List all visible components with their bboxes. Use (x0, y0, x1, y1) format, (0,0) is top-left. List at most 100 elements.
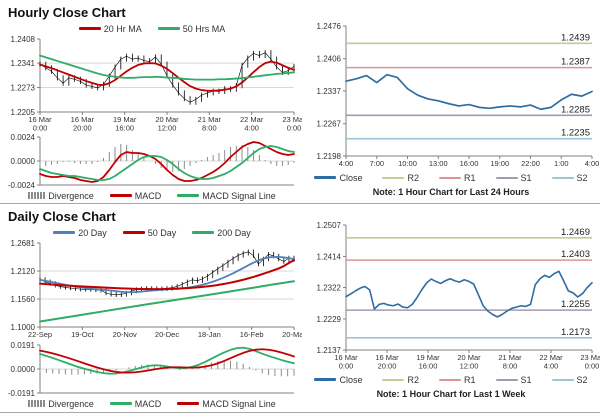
svg-text:19:00: 19:00 (490, 159, 509, 168)
legend-item: 50 Day (122, 228, 176, 238)
line-swatch (551, 378, 574, 381)
svg-text:0.0000: 0.0000 (11, 157, 36, 166)
svg-text:4:00: 4:00 (585, 159, 600, 168)
line-swatch (495, 378, 518, 381)
legend-item: 20 Hr MA (78, 23, 142, 34)
line-swatch (122, 231, 145, 234)
svg-text:1:00: 1:00 (554, 159, 569, 168)
hourly-sr-note: Note: 1 Hour Chart for Last 24 Hours (372, 187, 530, 197)
hourly-ma-legend: 20 Hr MA 50 Hrs MA (2, 22, 302, 35)
legend-item: R2 (382, 375, 419, 385)
svg-text:7:00: 7:00 (369, 159, 384, 168)
top-row: Hourly Close Chart 20 Hr MA 50 Hrs MA 1.2… (0, 0, 600, 204)
line-swatch (177, 194, 200, 197)
svg-text:1.2408: 1.2408 (11, 35, 36, 44)
svg-text:1.2285: 1.2285 (561, 104, 590, 115)
svg-text:1.2476: 1.2476 (317, 22, 342, 31)
svg-text:-0.0024: -0.0024 (8, 181, 36, 189)
legend-label: 50 Hrs MA (182, 23, 226, 34)
legend-label: 20 Day (78, 227, 107, 238)
legend-label: R1 (463, 172, 476, 183)
legend-label: Divergence (48, 190, 94, 201)
svg-text:1.2322: 1.2322 (317, 284, 342, 293)
svg-text:1.2137: 1.2137 (317, 346, 342, 355)
svg-text:16-Feb: 16-Feb (240, 330, 264, 339)
line-swatch (109, 402, 132, 405)
legend-label: S1 (520, 374, 532, 385)
line-swatch (314, 176, 337, 179)
legend-item: R2 (382, 173, 419, 183)
legend-item: 20 Day (53, 228, 107, 238)
divergence-bars-swatch (28, 400, 46, 407)
legend-label: MACD Signal Line (202, 398, 276, 409)
svg-text:1.2507: 1.2507 (317, 221, 342, 230)
line-swatch (495, 176, 518, 179)
hourly-macd-chart: 0.0024 0.0000 -0.0024 (8, 133, 295, 189)
line-swatch (177, 402, 200, 405)
legend-label: R1 (463, 374, 476, 385)
line-swatch (78, 27, 101, 30)
legend-item: R1 (438, 172, 476, 183)
svg-text:1.2406: 1.2406 (317, 55, 342, 64)
svg-text:22:00: 22:00 (521, 159, 540, 168)
svg-text:1.2173: 1.2173 (561, 327, 590, 338)
svg-text:10:00: 10:00 (398, 159, 417, 168)
legend-label: Divergence (48, 398, 94, 409)
svg-text:4:00: 4:00 (339, 159, 354, 168)
svg-text:20-Nov: 20-Nov (113, 330, 137, 339)
legend-item: 200 Day (192, 228, 251, 238)
hourly-sr-panel: 1.2476 1.2406 1.2337 1.2267 1.2198 4:00 7:00 10… (302, 0, 600, 203)
svg-text:0.0000: 0.0000 (11, 365, 36, 374)
svg-text:1.2681: 1.2681 (11, 239, 36, 248)
svg-text:-0.0191: -0.0191 (8, 389, 36, 397)
legend-item: MACD Signal Line (177, 191, 276, 201)
svg-text:1.2273: 1.2273 (11, 84, 36, 93)
svg-text:19-Oct: 19-Oct (71, 330, 94, 339)
daily-close-panel: Daily Close Chart 20 Day 50 Day 200 Day 1.… (0, 204, 302, 412)
weekly-sr-panel: 1.2507 1.2414 1.2322 1.2229 1.2137 16 Mar 0:00… (302, 204, 600, 412)
svg-text:1.2469: 1.2469 (561, 227, 590, 238)
legend-label: S2 (576, 172, 588, 183)
legend-item: R1 (438, 374, 476, 385)
legend-label: MACD (134, 190, 162, 201)
weekly-sr-legend: Close R2 R1 S1 S2 (314, 373, 588, 386)
line-swatch (53, 231, 76, 234)
line-swatch (314, 378, 337, 381)
legend-label: 200 Day (217, 227, 251, 238)
daily-chart-title: Daily Close Chart (8, 209, 116, 224)
line-swatch (109, 194, 132, 197)
legend-label: R2 (407, 172, 419, 183)
svg-text:16:00: 16:00 (460, 159, 479, 168)
legend-label: 20 Hr MA (103, 23, 142, 34)
svg-text:1.2403: 1.2403 (561, 249, 590, 260)
hourly-sr-legend: Close R2 R1 S1 S2 (314, 171, 588, 184)
line-swatch (551, 176, 574, 179)
svg-text:0.0024: 0.0024 (11, 133, 36, 142)
legend-item: Close (314, 173, 362, 183)
legend-item: Close (314, 375, 362, 385)
daily-ma-legend: 20 Day 50 Day 200 Day (2, 226, 302, 239)
svg-text:13:00: 13:00 (429, 159, 448, 168)
legend-item: S2 (551, 375, 588, 385)
legend-item: S1 (495, 172, 532, 183)
legend-label: S1 (520, 172, 532, 183)
svg-text:0.0191: 0.0191 (11, 341, 36, 350)
svg-text:1.2198: 1.2198 (317, 152, 342, 161)
svg-text:1.1560: 1.1560 (11, 295, 36, 304)
daily-macd-legend: Divergence MACD MACD Signal Line (2, 397, 302, 410)
